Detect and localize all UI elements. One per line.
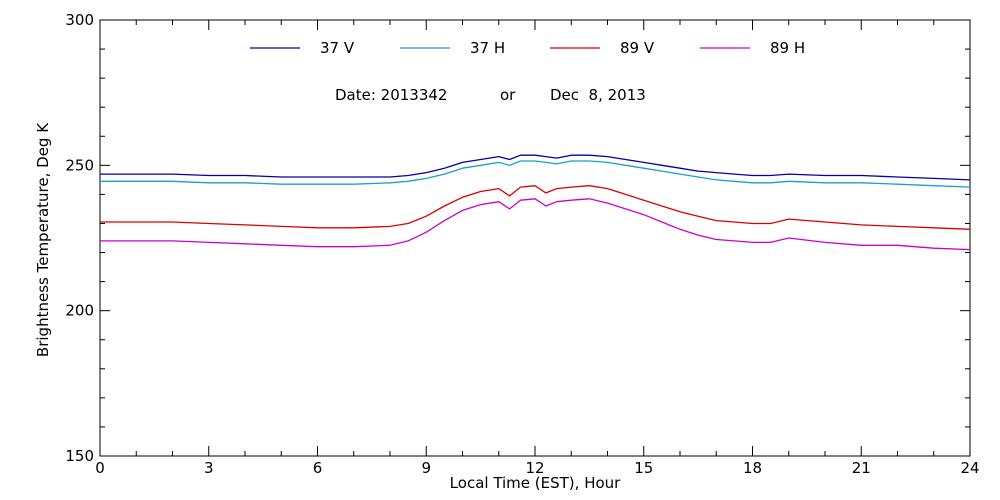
legend-label-89-h: 89 H bbox=[770, 39, 805, 57]
x-tick-label: 12 bbox=[525, 459, 544, 477]
x-tick-label: 18 bbox=[743, 459, 762, 477]
y-axis-label: Brightness Temperature, Deg K bbox=[34, 122, 52, 357]
y-tick-label: 200 bbox=[65, 302, 94, 320]
x-tick-label: 21 bbox=[852, 459, 871, 477]
or-label: or bbox=[500, 86, 516, 104]
x-axis-label: Local Time (EST), Hour bbox=[450, 474, 621, 492]
x-tick-label: 9 bbox=[421, 459, 431, 477]
series-lines bbox=[100, 154, 971, 251]
x-tick-label: 3 bbox=[204, 459, 214, 477]
y-tick-label: 300 bbox=[65, 11, 94, 29]
major-ticks bbox=[99, 19, 971, 457]
x-tick-label: 0 bbox=[95, 459, 105, 477]
x-tick-label: 6 bbox=[313, 459, 323, 477]
date-label: Date: 2013342 bbox=[335, 86, 447, 104]
minor-ticks bbox=[100, 20, 970, 456]
series-line-37-h bbox=[100, 160, 971, 188]
tick-labels: 0 3 6 9 12 15 18 21 24 150 200 250 300 bbox=[65, 11, 979, 477]
series-line-89-h bbox=[100, 198, 971, 251]
plot-frame bbox=[99, 19, 971, 457]
series-line-89-v bbox=[100, 185, 971, 230]
x-tick-label: 24 bbox=[960, 459, 979, 477]
y-tick-label: 250 bbox=[65, 156, 94, 174]
x-tick-label: 15 bbox=[634, 459, 653, 477]
date-text: Dec 8, 2013 bbox=[550, 86, 646, 104]
legend-label-37-h: 37 H bbox=[470, 39, 505, 57]
legend-label-37-v: 37 V bbox=[320, 39, 355, 57]
series-line-37-v bbox=[100, 154, 971, 181]
y-tick-label: 150 bbox=[65, 447, 94, 465]
legend-label-89-v: 89 V bbox=[620, 39, 655, 57]
legend: 37 V 37 H 89 V 89 H bbox=[250, 39, 805, 57]
